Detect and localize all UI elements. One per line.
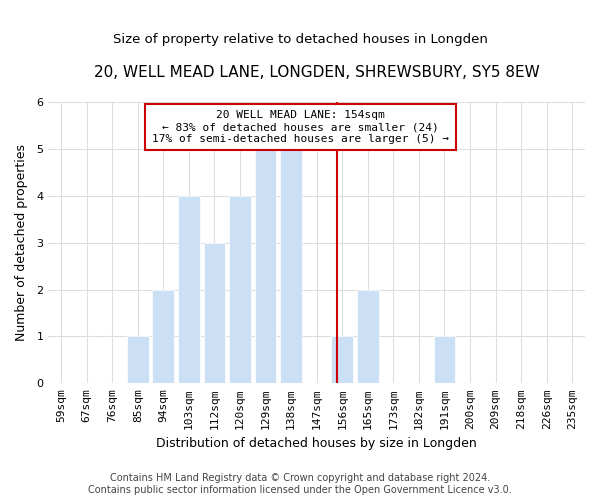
- Bar: [434, 336, 455, 384]
- Bar: [254, 149, 277, 384]
- Bar: [127, 336, 149, 384]
- Bar: [357, 290, 379, 384]
- Bar: [152, 290, 174, 384]
- X-axis label: Distribution of detached houses by size in Longden: Distribution of detached houses by size …: [156, 437, 477, 450]
- Text: Contains HM Land Registry data © Crown copyright and database right 2024.
Contai: Contains HM Land Registry data © Crown c…: [88, 474, 512, 495]
- Bar: [203, 242, 225, 384]
- Title: 20, WELL MEAD LANE, LONGDEN, SHREWSBURY, SY5 8EW: 20, WELL MEAD LANE, LONGDEN, SHREWSBURY,…: [94, 65, 539, 80]
- Bar: [178, 196, 200, 384]
- Bar: [280, 149, 302, 384]
- Bar: [229, 196, 251, 384]
- Bar: [331, 336, 353, 384]
- Text: 20 WELL MEAD LANE: 154sqm
← 83% of detached houses are smaller (24)
17% of semi-: 20 WELL MEAD LANE: 154sqm ← 83% of detac…: [152, 110, 449, 144]
- Text: Size of property relative to detached houses in Longden: Size of property relative to detached ho…: [113, 32, 487, 46]
- Y-axis label: Number of detached properties: Number of detached properties: [15, 144, 28, 341]
